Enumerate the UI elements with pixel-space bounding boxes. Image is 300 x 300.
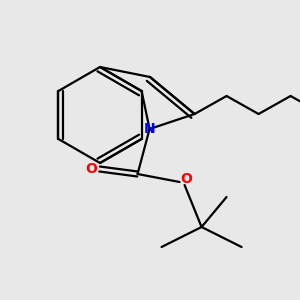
Text: O: O	[85, 162, 98, 176]
Text: N: N	[144, 122, 155, 136]
Text: O: O	[181, 172, 193, 186]
